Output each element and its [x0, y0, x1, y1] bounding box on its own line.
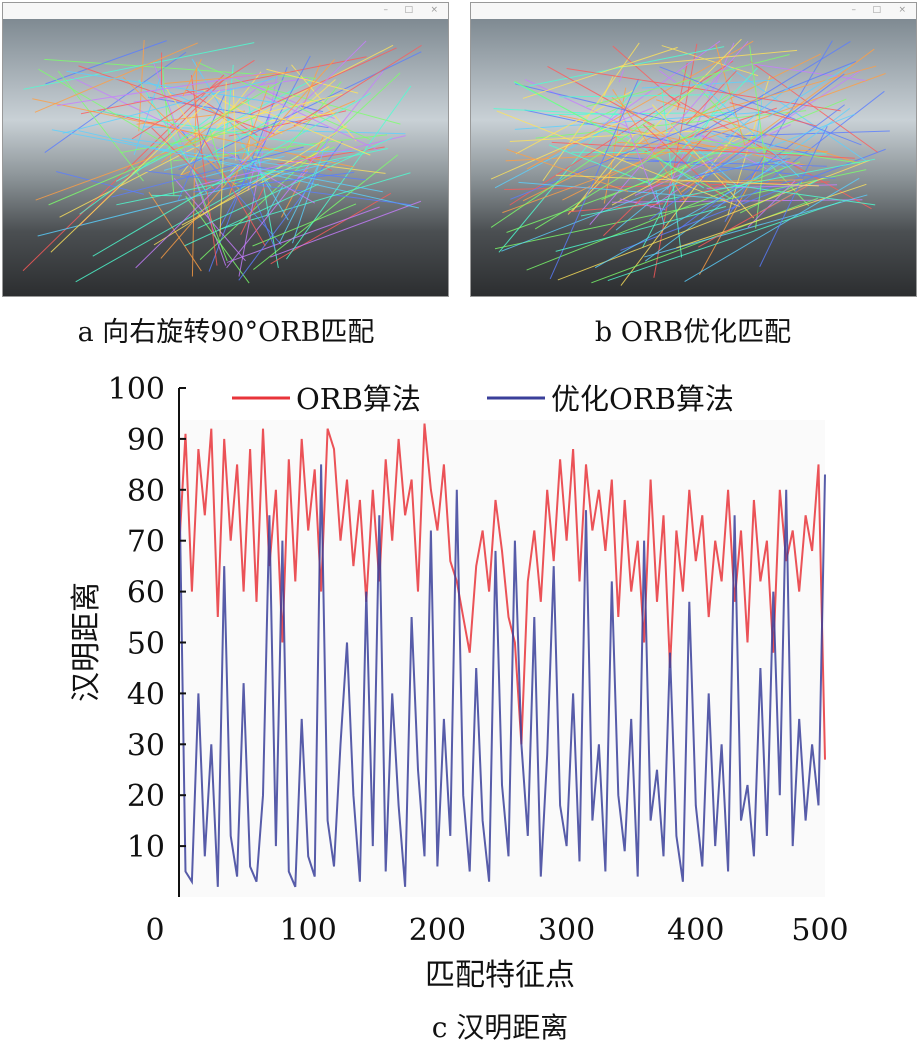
- series-line-optimized-orb: [178, 459, 826, 888]
- maximize-icon: □: [872, 5, 881, 15]
- x-axis-label: 匹配特征点: [425, 958, 575, 993]
- x-tick-label: 300: [538, 913, 595, 948]
- y-axis-label: 汉明距离: [69, 582, 104, 702]
- x-tick-label: 500: [791, 913, 848, 948]
- match-lines: [490, 38, 890, 286]
- match-lines: [22, 40, 422, 284]
- x-tick-label: 100: [280, 913, 337, 948]
- y-tick-label: 80: [127, 474, 165, 509]
- y-tick-label: 70: [127, 525, 165, 560]
- series-line-orb: [178, 423, 826, 760]
- y-tick-label: 60: [127, 576, 165, 611]
- x-tick-label: 400: [667, 913, 724, 948]
- caption-b: b ORB优化匹配: [594, 317, 792, 348]
- caption-a: a 向右旋转90°ORB匹配: [77, 317, 375, 348]
- x-tick-label: 200: [409, 913, 466, 948]
- y-tick-label: 30: [127, 728, 165, 763]
- close-icon: ×: [898, 5, 906, 15]
- maximize-icon: □: [404, 5, 413, 15]
- y-tick-label: 100: [108, 372, 165, 407]
- photo-orb-rotated-match: – □ ×: [2, 2, 449, 297]
- window-titlebar: – □ ×: [3, 3, 448, 19]
- minimize-icon: –: [383, 5, 389, 15]
- photo-orb-optimized-match: – □ ×: [470, 2, 917, 297]
- y-tick-label: 50: [127, 627, 165, 662]
- y-tick-label: 10: [127, 830, 165, 865]
- y-tick-label: 20: [127, 779, 165, 814]
- close-icon: ×: [430, 5, 438, 15]
- window-titlebar: – □ ×: [471, 3, 916, 19]
- x-tick-label: 0: [145, 913, 164, 948]
- y-tick-label: 40: [127, 677, 165, 712]
- legend-label-optimized: 优化ORB算法: [551, 382, 734, 416]
- y-tick-label: 90: [127, 423, 165, 458]
- chart-caption: c 汉明距离: [432, 1011, 569, 1044]
- minimize-icon: –: [851, 5, 857, 15]
- legend-label-orb: ORB算法: [296, 382, 421, 416]
